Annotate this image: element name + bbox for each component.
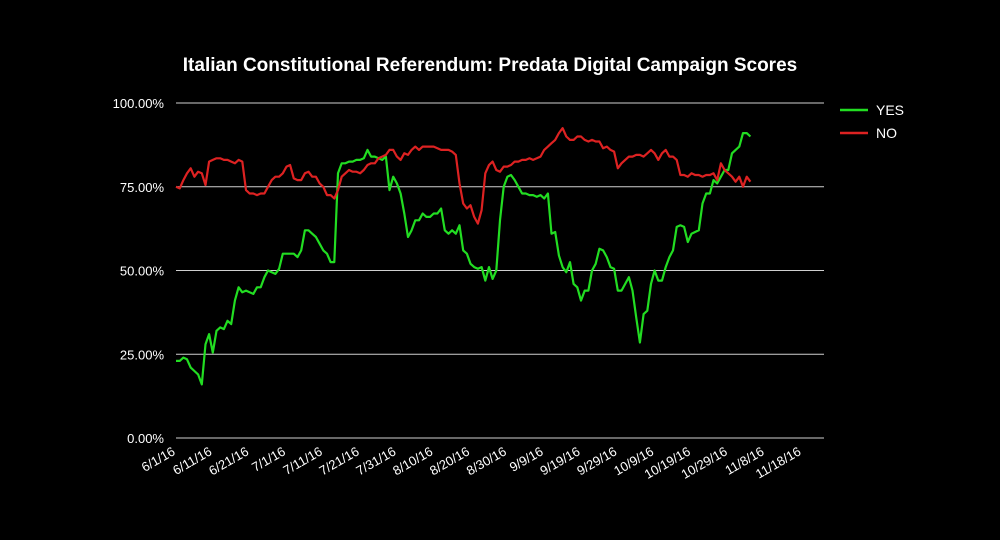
series-lines	[175, 127, 752, 386]
x-tick-label: 7/21/16	[317, 444, 362, 479]
y-axis-ticks: 0.00% 25.00% 50.00% 75.00% 100.00%	[113, 96, 165, 446]
x-tick-label: 6/1/16	[139, 444, 178, 475]
x-tick-label: 8/20/16	[427, 444, 472, 479]
gridlines	[176, 102, 824, 439]
x-axis-ticks: 6/1/166/11/166/21/167/1/167/11/167/21/16…	[139, 444, 804, 482]
series-line-yes	[176, 132, 752, 386]
y-tick-label: 100.00%	[113, 96, 165, 111]
x-tick-label: 6/11/16	[170, 444, 214, 478]
x-tick-label: 7/11/16	[281, 444, 325, 478]
series-line-no	[175, 127, 752, 225]
x-tick-label: 8/10/16	[390, 444, 435, 479]
y-tick-label: 25.00%	[120, 347, 165, 362]
x-tick-label: 7/1/16	[249, 444, 288, 475]
x-tick-label: 7/31/16	[353, 444, 398, 479]
y-tick-label: 0.00%	[127, 431, 164, 446]
x-tick-label: 9/29/16	[574, 444, 619, 479]
legend-label-no: NO	[876, 125, 897, 141]
x-tick-label: 9/19/16	[537, 444, 582, 479]
legend-label-yes: YES	[876, 102, 904, 118]
legend: YES NO	[840, 102, 904, 141]
x-tick-label: 6/21/16	[206, 444, 251, 479]
y-tick-label: 50.00%	[120, 264, 165, 279]
chart-title: Italian Constitutional Referendum: Preda…	[183, 55, 797, 76]
x-tick-label: 8/30/16	[464, 444, 509, 479]
y-tick-label: 75.00%	[120, 180, 165, 195]
